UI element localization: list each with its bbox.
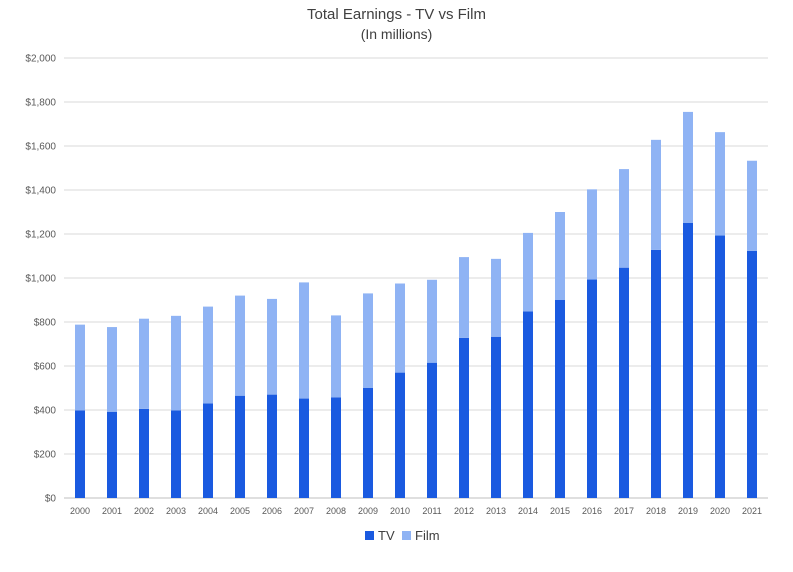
bar-film-2000 [75,324,85,411]
bar-tv-2004 [203,403,213,498]
y-tick-label: $200 [34,450,57,461]
bar-film-2015 [555,212,565,300]
bar-tv-2003 [171,410,181,498]
x-tick-label: 2004 [198,506,218,516]
legend-swatch-film [402,531,411,540]
x-tick-label: 2016 [582,506,602,516]
bar-film-2009 [363,293,373,388]
y-tick-label: $1,800 [25,98,56,109]
bar-film-2006 [267,298,277,395]
x-tick-label: 2012 [454,506,474,516]
chart-title: Total Earnings - TV vs Film [307,6,486,23]
y-tick-label: $1,400 [25,186,56,197]
y-tick-label: $600 [34,362,57,373]
bar-film-2003 [171,315,181,411]
bar-film-2020 [715,132,725,236]
legend-swatch-tv [365,531,374,540]
x-tick-label: 2010 [390,506,410,516]
bar-tv-2019 [683,223,693,498]
x-tick-label: 2002 [134,506,154,516]
x-tick-label: 2006 [262,506,282,516]
bar-tv-2009 [363,388,373,498]
legend-label-film: Film [415,528,440,543]
x-tick-label: 2020 [710,506,730,516]
y-tick-label: $800 [34,318,57,329]
bar-film-2013 [491,258,501,337]
bar-tv-2010 [395,372,405,498]
bar-tv-2007 [299,398,309,498]
bar-tv-2000 [75,410,85,498]
y-tick-label: $0 [45,494,57,505]
bar-film-2005 [235,295,245,396]
y-tick-label: $1,200 [25,230,56,241]
x-tick-label: 2013 [486,506,506,516]
x-tick-label: 2015 [550,506,570,516]
x-tick-label: 2008 [326,506,346,516]
bar-film-2004 [203,306,213,404]
bar-film-2018 [651,139,661,250]
bar-film-2001 [107,327,117,412]
bar-tv-2020 [715,235,725,499]
bar-film-2008 [331,315,341,398]
bar-tv-2017 [619,267,629,498]
bar-film-2017 [619,169,629,268]
bar-tv-2016 [587,279,597,498]
bar-film-2007 [299,282,309,399]
bar-tv-2006 [267,394,277,498]
legend-label-tv: TV [378,528,395,543]
x-tick-label: 2001 [102,506,122,516]
x-tick-label: 2021 [742,506,762,516]
x-tick-label: 2009 [358,506,378,516]
bar-tv-2011 [427,362,437,498]
bar-film-2002 [139,318,149,409]
x-tick-label: 2007 [294,506,314,516]
bar-tv-2012 [459,337,469,498]
bar-tv-2001 [107,411,117,498]
x-tick-label: 2005 [230,506,250,516]
chart-subtitle: (In millions) [360,26,433,42]
bar-tv-2013 [491,336,501,498]
x-tick-label: 2014 [518,506,538,516]
x-tick-label: 2019 [678,506,698,516]
x-tick-label: 2011 [422,506,441,516]
bar-film-2019 [683,111,693,223]
y-tick-label: $1,600 [25,142,56,153]
x-tick-label: 2017 [614,506,634,516]
bar-tv-2018 [651,249,661,498]
bar-film-2010 [395,283,405,373]
bar-tv-2014 [523,311,533,498]
bar-film-2016 [587,189,597,280]
x-tick-label: 2000 [70,506,90,516]
bar-film-2014 [523,232,533,312]
bar-film-2011 [427,279,437,363]
bar-film-2012 [459,257,469,338]
x-tick-label: 2018 [646,506,666,516]
x-tick-label: 2003 [166,506,186,516]
y-tick-label: $1,000 [25,274,56,285]
bar-tv-2002 [139,408,149,498]
bar-tv-2021 [747,250,757,498]
bar-tv-2015 [555,300,565,498]
bar-tv-2008 [331,397,341,498]
bar-tv-2005 [235,395,245,498]
y-tick-label: $400 [34,406,57,417]
bar-film-2021 [747,160,757,251]
y-tick-label: $2,000 [25,54,56,65]
